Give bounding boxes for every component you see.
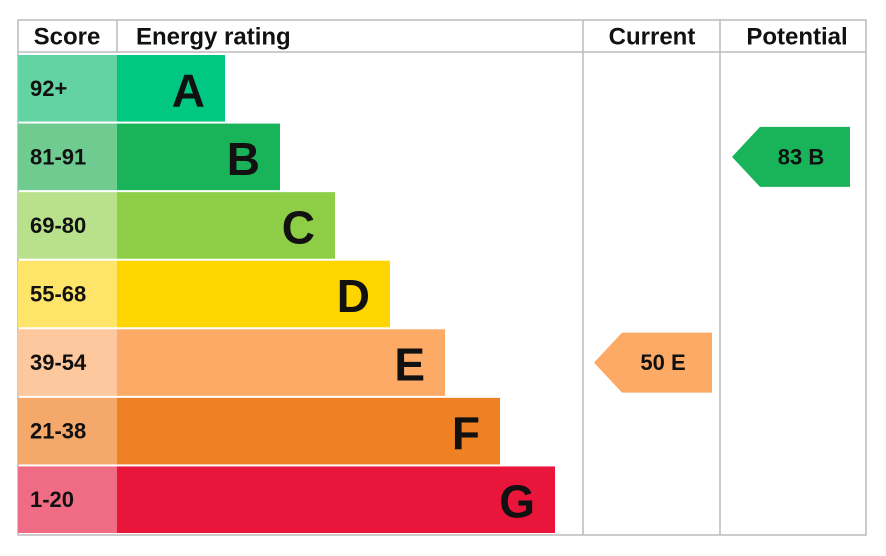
rating-letter: D bbox=[337, 270, 370, 322]
score-label: 69-80 bbox=[30, 213, 86, 238]
rating-letter: G bbox=[499, 476, 535, 528]
header-potential: Potential bbox=[746, 24, 847, 51]
rating-letter: B bbox=[227, 133, 260, 185]
rating-letter: E bbox=[394, 339, 425, 391]
score-label: 55-68 bbox=[30, 282, 86, 307]
score-cell bbox=[18, 260, 117, 328]
score-label: 21-38 bbox=[30, 419, 86, 444]
rating-letter: F bbox=[452, 407, 480, 459]
rating-bar bbox=[117, 123, 280, 191]
rating-bar bbox=[117, 260, 390, 328]
score-cell bbox=[18, 466, 117, 533]
rating-bar bbox=[117, 329, 445, 396]
rating-arrow bbox=[594, 332, 712, 393]
header-current: Current bbox=[609, 24, 696, 51]
score-cell bbox=[18, 55, 117, 122]
potential-label: 83 B bbox=[778, 144, 824, 169]
score-label: 39-54 bbox=[30, 350, 87, 375]
score-label: 1-20 bbox=[30, 487, 74, 512]
rating-bar bbox=[117, 397, 500, 465]
header-rating: Energy rating bbox=[136, 24, 291, 51]
rating-letter: A bbox=[172, 64, 205, 116]
score-label: 92+ bbox=[30, 76, 67, 101]
rating-bar bbox=[117, 55, 225, 122]
rating-letter: C bbox=[282, 201, 315, 253]
rating-arrow bbox=[732, 126, 850, 187]
score-cell bbox=[18, 192, 117, 259]
rating-bar bbox=[117, 192, 335, 259]
score-label: 81-91 bbox=[30, 144, 86, 169]
score-cell bbox=[18, 397, 117, 465]
header-score: Score bbox=[34, 24, 101, 51]
current-label: 50 E bbox=[640, 350, 685, 375]
score-cell bbox=[18, 329, 117, 396]
score-cell bbox=[18, 123, 117, 191]
rating-bar bbox=[117, 466, 555, 533]
